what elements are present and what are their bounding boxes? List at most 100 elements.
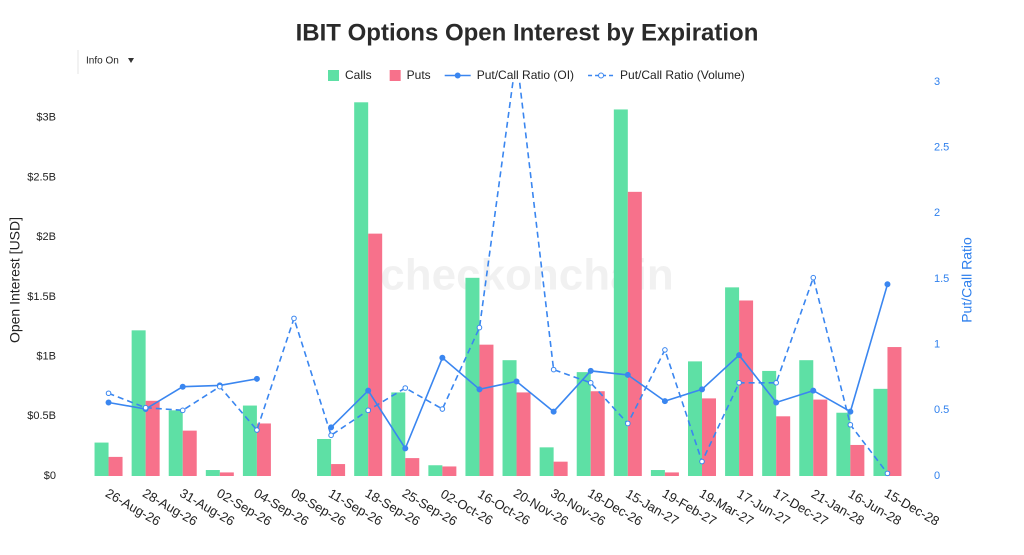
line-marker — [365, 407, 371, 414]
line-marker — [736, 379, 742, 386]
line-marker — [661, 398, 668, 405]
line-marker — [550, 366, 557, 373]
bar — [516, 392, 531, 476]
line-marker — [513, 378, 520, 385]
line-marker — [699, 386, 705, 393]
bar — [776, 416, 791, 476]
bar — [94, 442, 109, 476]
legend-label: Puts — [407, 68, 431, 82]
bar — [331, 464, 346, 476]
legend-label: Put/Call Ratio (OI) — [477, 68, 574, 82]
chart-title: IBIT Options Open Interest by Expiration — [296, 19, 759, 46]
bar — [242, 405, 257, 476]
bar — [739, 300, 754, 476]
bar — [428, 465, 443, 476]
line-marker — [662, 347, 668, 353]
line-marker — [253, 375, 260, 382]
line-marker — [402, 445, 409, 452]
line-marker — [810, 274, 817, 281]
legend-swatch — [328, 70, 339, 81]
y2-tick-label: 1 — [934, 339, 940, 351]
line-marker — [142, 404, 149, 411]
legend-marker — [454, 72, 461, 79]
bar — [368, 233, 383, 476]
line-marker — [884, 470, 891, 477]
line-marker — [810, 387, 817, 394]
plot-area — [94, 53, 902, 477]
info-dropdown[interactable]: Info On — [77, 50, 134, 74]
line-marker — [402, 385, 409, 391]
legend-item[interactable]: Calls — [328, 68, 372, 82]
bar — [317, 438, 332, 476]
line-marker — [254, 427, 260, 433]
line-marker — [773, 399, 780, 406]
dropdown-arrow[interactable] — [128, 58, 134, 63]
y-tick-label: $0.5B — [27, 410, 56, 422]
bar — [354, 102, 369, 476]
y2-tick-label: 3 — [934, 76, 940, 88]
bar — [650, 470, 665, 476]
line-marker — [476, 324, 483, 331]
line-marker — [514, 53, 519, 58]
bar — [627, 191, 642, 477]
bar — [836, 412, 851, 476]
line-marker — [625, 420, 631, 427]
line-marker — [439, 354, 446, 361]
y2-tick-label: 2 — [934, 207, 940, 219]
bar — [887, 347, 902, 476]
y-tick-label: $0 — [44, 470, 56, 482]
bar — [799, 360, 814, 476]
legend-item[interactable]: Puts — [389, 68, 431, 82]
line-marker — [736, 352, 743, 359]
line-marker — [587, 367, 594, 374]
y-axis-title: Open Interest [USD] — [7, 217, 23, 343]
line-marker — [884, 281, 891, 288]
line-marker — [217, 383, 223, 390]
line-marker — [328, 432, 334, 439]
legend-label: Put/Call Ratio (Volume) — [620, 68, 745, 82]
legend-marker — [598, 72, 605, 79]
bar — [850, 444, 865, 476]
line-marker — [179, 383, 186, 390]
bar — [553, 461, 568, 476]
y2-tick-label: 1.5 — [934, 273, 949, 285]
line-marker — [291, 315, 297, 322]
y2-tick-label: 2.5 — [934, 142, 949, 154]
bar — [873, 388, 888, 476]
bar — [442, 466, 457, 476]
line-marker — [105, 390, 112, 397]
legend-item[interactable]: Put/Call Ratio (Volume) — [588, 68, 745, 82]
line — [108, 82, 889, 474]
legend-swatch — [389, 70, 401, 81]
line-marker — [476, 386, 483, 393]
line-marker — [624, 371, 631, 378]
bar — [576, 372, 591, 476]
bar — [539, 447, 554, 476]
bar — [168, 410, 183, 476]
line-marker — [847, 421, 854, 428]
line-marker — [439, 406, 446, 412]
line-marker — [847, 408, 854, 415]
dropdown-label[interactable]: Info On — [86, 56, 119, 67]
y-tick-label: $1.5B — [27, 291, 56, 303]
bar — [590, 391, 605, 476]
bar — [688, 361, 702, 476]
line-marker — [328, 424, 335, 431]
bar — [613, 109, 628, 477]
bar — [465, 277, 480, 476]
bar — [131, 330, 146, 476]
bar — [502, 360, 517, 476]
y-tick-label: $2B — [36, 231, 56, 243]
legend-label: Calls — [345, 68, 372, 82]
bar — [205, 470, 220, 476]
y2-axis-title: Put/Call Ratio — [959, 237, 975, 323]
bar — [479, 344, 494, 476]
bar — [725, 287, 740, 476]
bar — [405, 458, 420, 476]
y2-tick-label: 0 — [934, 470, 940, 482]
y2-tick-label: 0.5 — [934, 404, 949, 416]
bar — [182, 430, 197, 476]
y-tick-label: $1B — [36, 351, 56, 363]
line-marker — [773, 379, 779, 386]
legend-item[interactable]: Put/Call Ratio (OI) — [444, 68, 574, 82]
